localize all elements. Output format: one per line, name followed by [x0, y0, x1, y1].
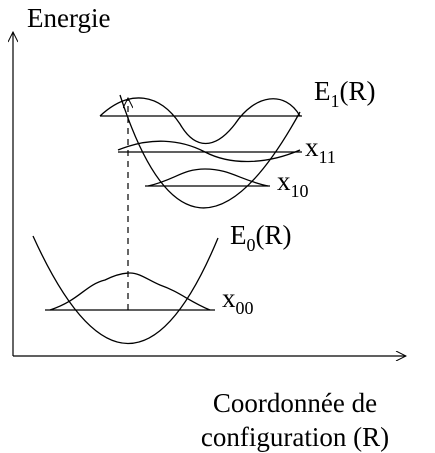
wavefunction-x11 [117, 140, 301, 163]
potential-e1 [119, 94, 301, 209]
symbol: x [305, 132, 319, 162]
suffix: (R) [340, 76, 376, 106]
x-axis-label: configuration (R) [201, 422, 389, 452]
symbol: x [222, 283, 236, 313]
state-label: x00 [222, 283, 254, 318]
x-axis-label: Coordonnée de [213, 388, 377, 418]
state-label: x10 [277, 166, 309, 201]
subscript: 00 [236, 298, 254, 318]
subscript: 11 [319, 147, 336, 167]
y-axis-label: Energie [27, 3, 110, 33]
symbol: E [314, 76, 331, 106]
symbol: x [277, 166, 291, 196]
subscript: 1 [331, 91, 340, 111]
state-label: E0(R) [230, 220, 292, 255]
state-label: x11 [305, 132, 336, 167]
wavefunction-x10 [147, 168, 269, 187]
state-label: E1(R) [314, 76, 376, 111]
symbol: E [230, 220, 247, 250]
subscript: 10 [291, 181, 309, 201]
subscript: 0 [247, 235, 256, 255]
wavefunction-x00 [49, 272, 211, 311]
suffix: (R) [256, 220, 292, 250]
wavefunction-e1 [99, 97, 301, 145]
potential-e0 [32, 235, 219, 345]
